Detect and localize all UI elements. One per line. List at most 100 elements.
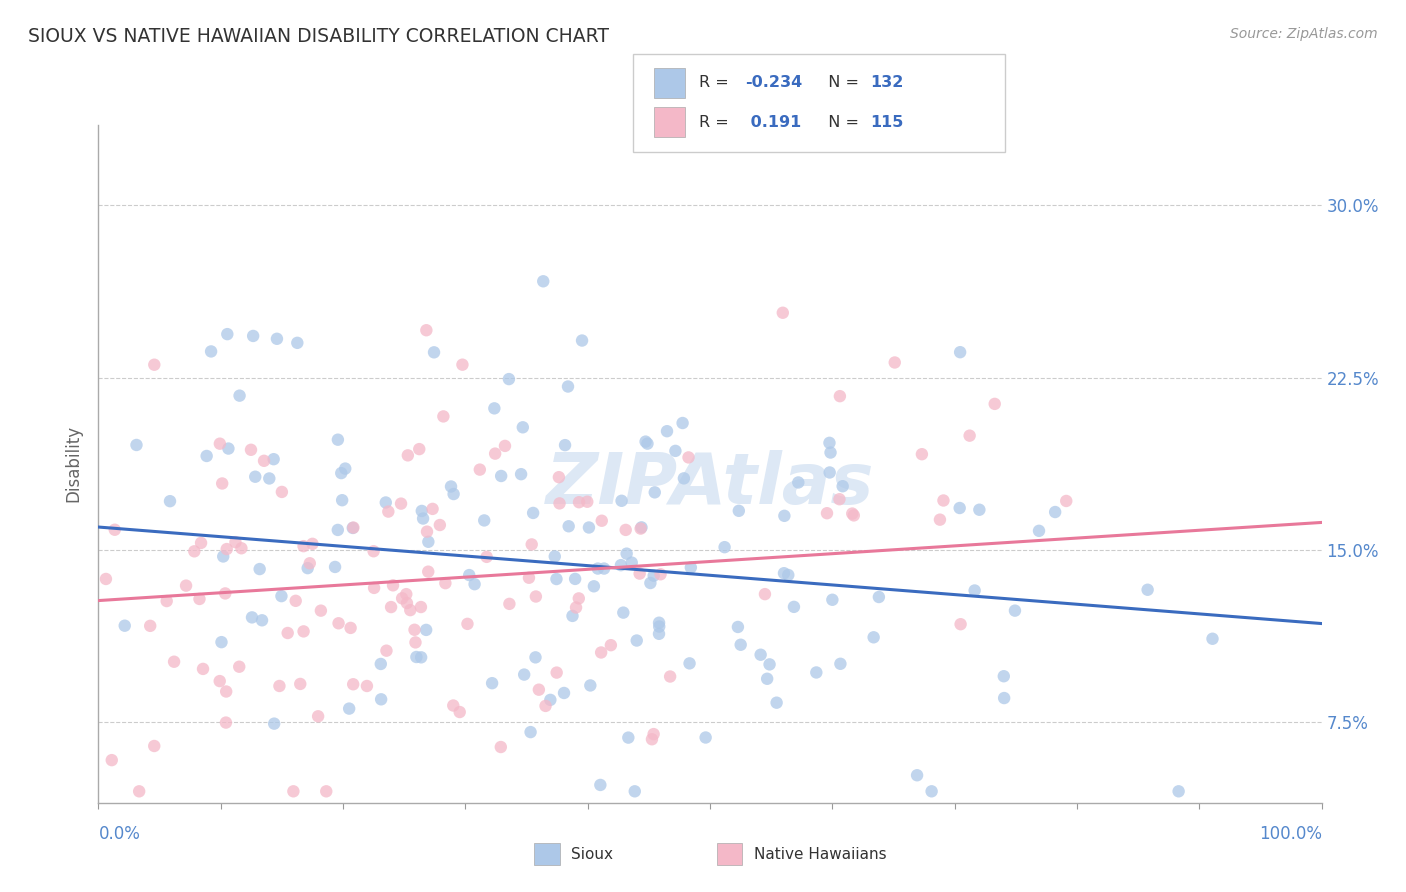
Point xyxy=(772,306,794,320)
Point xyxy=(494,439,516,453)
Point xyxy=(342,677,364,691)
Point xyxy=(339,621,361,635)
Point xyxy=(228,659,250,673)
Point xyxy=(672,471,695,485)
Point xyxy=(993,669,1015,683)
Point xyxy=(415,623,437,637)
Point xyxy=(564,572,586,586)
Point xyxy=(389,497,412,511)
Point xyxy=(468,462,491,476)
Point xyxy=(326,433,349,447)
Point xyxy=(217,442,239,456)
Point xyxy=(522,506,544,520)
Point xyxy=(815,506,838,520)
Text: R =: R = xyxy=(699,115,738,129)
Point xyxy=(593,561,616,575)
Point xyxy=(883,355,905,369)
Point xyxy=(377,505,399,519)
Point xyxy=(263,716,285,731)
Point xyxy=(409,600,432,615)
Text: Sioux: Sioux xyxy=(571,847,613,862)
Point xyxy=(405,635,427,649)
Point xyxy=(617,731,640,745)
Point xyxy=(517,571,540,585)
Point xyxy=(630,520,652,534)
Point xyxy=(335,461,357,475)
Point xyxy=(405,650,427,665)
Point xyxy=(671,416,693,430)
Point xyxy=(263,452,285,467)
Point xyxy=(828,492,851,507)
Y-axis label: Disability: Disability xyxy=(65,425,83,502)
Point xyxy=(418,534,440,549)
Point xyxy=(456,616,478,631)
Point xyxy=(568,495,591,509)
Point xyxy=(758,657,780,672)
Point xyxy=(215,684,238,698)
Point xyxy=(156,594,179,608)
Text: 0.191: 0.191 xyxy=(745,115,801,129)
Point xyxy=(561,608,583,623)
Point xyxy=(612,606,634,620)
Point xyxy=(579,678,602,692)
Point xyxy=(395,596,418,610)
Point xyxy=(643,727,665,741)
Point xyxy=(643,568,665,582)
Point xyxy=(143,358,166,372)
Point xyxy=(589,778,612,792)
Point xyxy=(641,732,664,747)
Point xyxy=(520,537,543,551)
Point xyxy=(932,493,955,508)
Point xyxy=(283,784,305,798)
Point xyxy=(415,323,437,337)
Point xyxy=(659,669,682,683)
Point xyxy=(637,436,659,450)
Point xyxy=(628,566,651,581)
Point xyxy=(242,329,264,343)
Point xyxy=(969,502,991,516)
Point xyxy=(475,549,498,564)
Point xyxy=(664,443,686,458)
Point xyxy=(270,589,292,603)
Point xyxy=(370,692,392,706)
Point xyxy=(1167,784,1189,798)
Point xyxy=(1136,582,1159,597)
Point xyxy=(730,638,752,652)
Point xyxy=(94,572,117,586)
Point xyxy=(626,633,648,648)
Point xyxy=(599,638,621,652)
Point xyxy=(821,592,844,607)
Point xyxy=(380,600,402,615)
Point xyxy=(527,682,550,697)
Point xyxy=(831,479,853,493)
Point xyxy=(411,650,433,665)
Point xyxy=(905,768,928,782)
Point xyxy=(983,397,1005,411)
Point xyxy=(756,672,779,686)
Point xyxy=(301,537,323,551)
Point xyxy=(586,561,609,575)
Text: Native Hawaiians: Native Hawaiians xyxy=(754,847,886,862)
Point xyxy=(395,587,418,601)
Point xyxy=(512,420,534,434)
Point xyxy=(297,561,319,575)
Point xyxy=(356,679,378,693)
Point xyxy=(591,514,613,528)
Point xyxy=(610,493,633,508)
Point xyxy=(277,626,299,640)
Text: 115: 115 xyxy=(870,115,904,129)
Point xyxy=(648,627,671,641)
Point xyxy=(610,558,633,573)
Point xyxy=(582,579,605,593)
Point xyxy=(544,549,567,564)
Point xyxy=(538,693,561,707)
Point xyxy=(212,549,235,564)
Point xyxy=(498,372,520,386)
Point xyxy=(911,447,934,461)
Point xyxy=(963,583,986,598)
Point xyxy=(292,624,315,639)
Point xyxy=(679,560,702,574)
Point xyxy=(695,731,717,745)
Point xyxy=(143,739,166,753)
Point xyxy=(269,679,291,693)
